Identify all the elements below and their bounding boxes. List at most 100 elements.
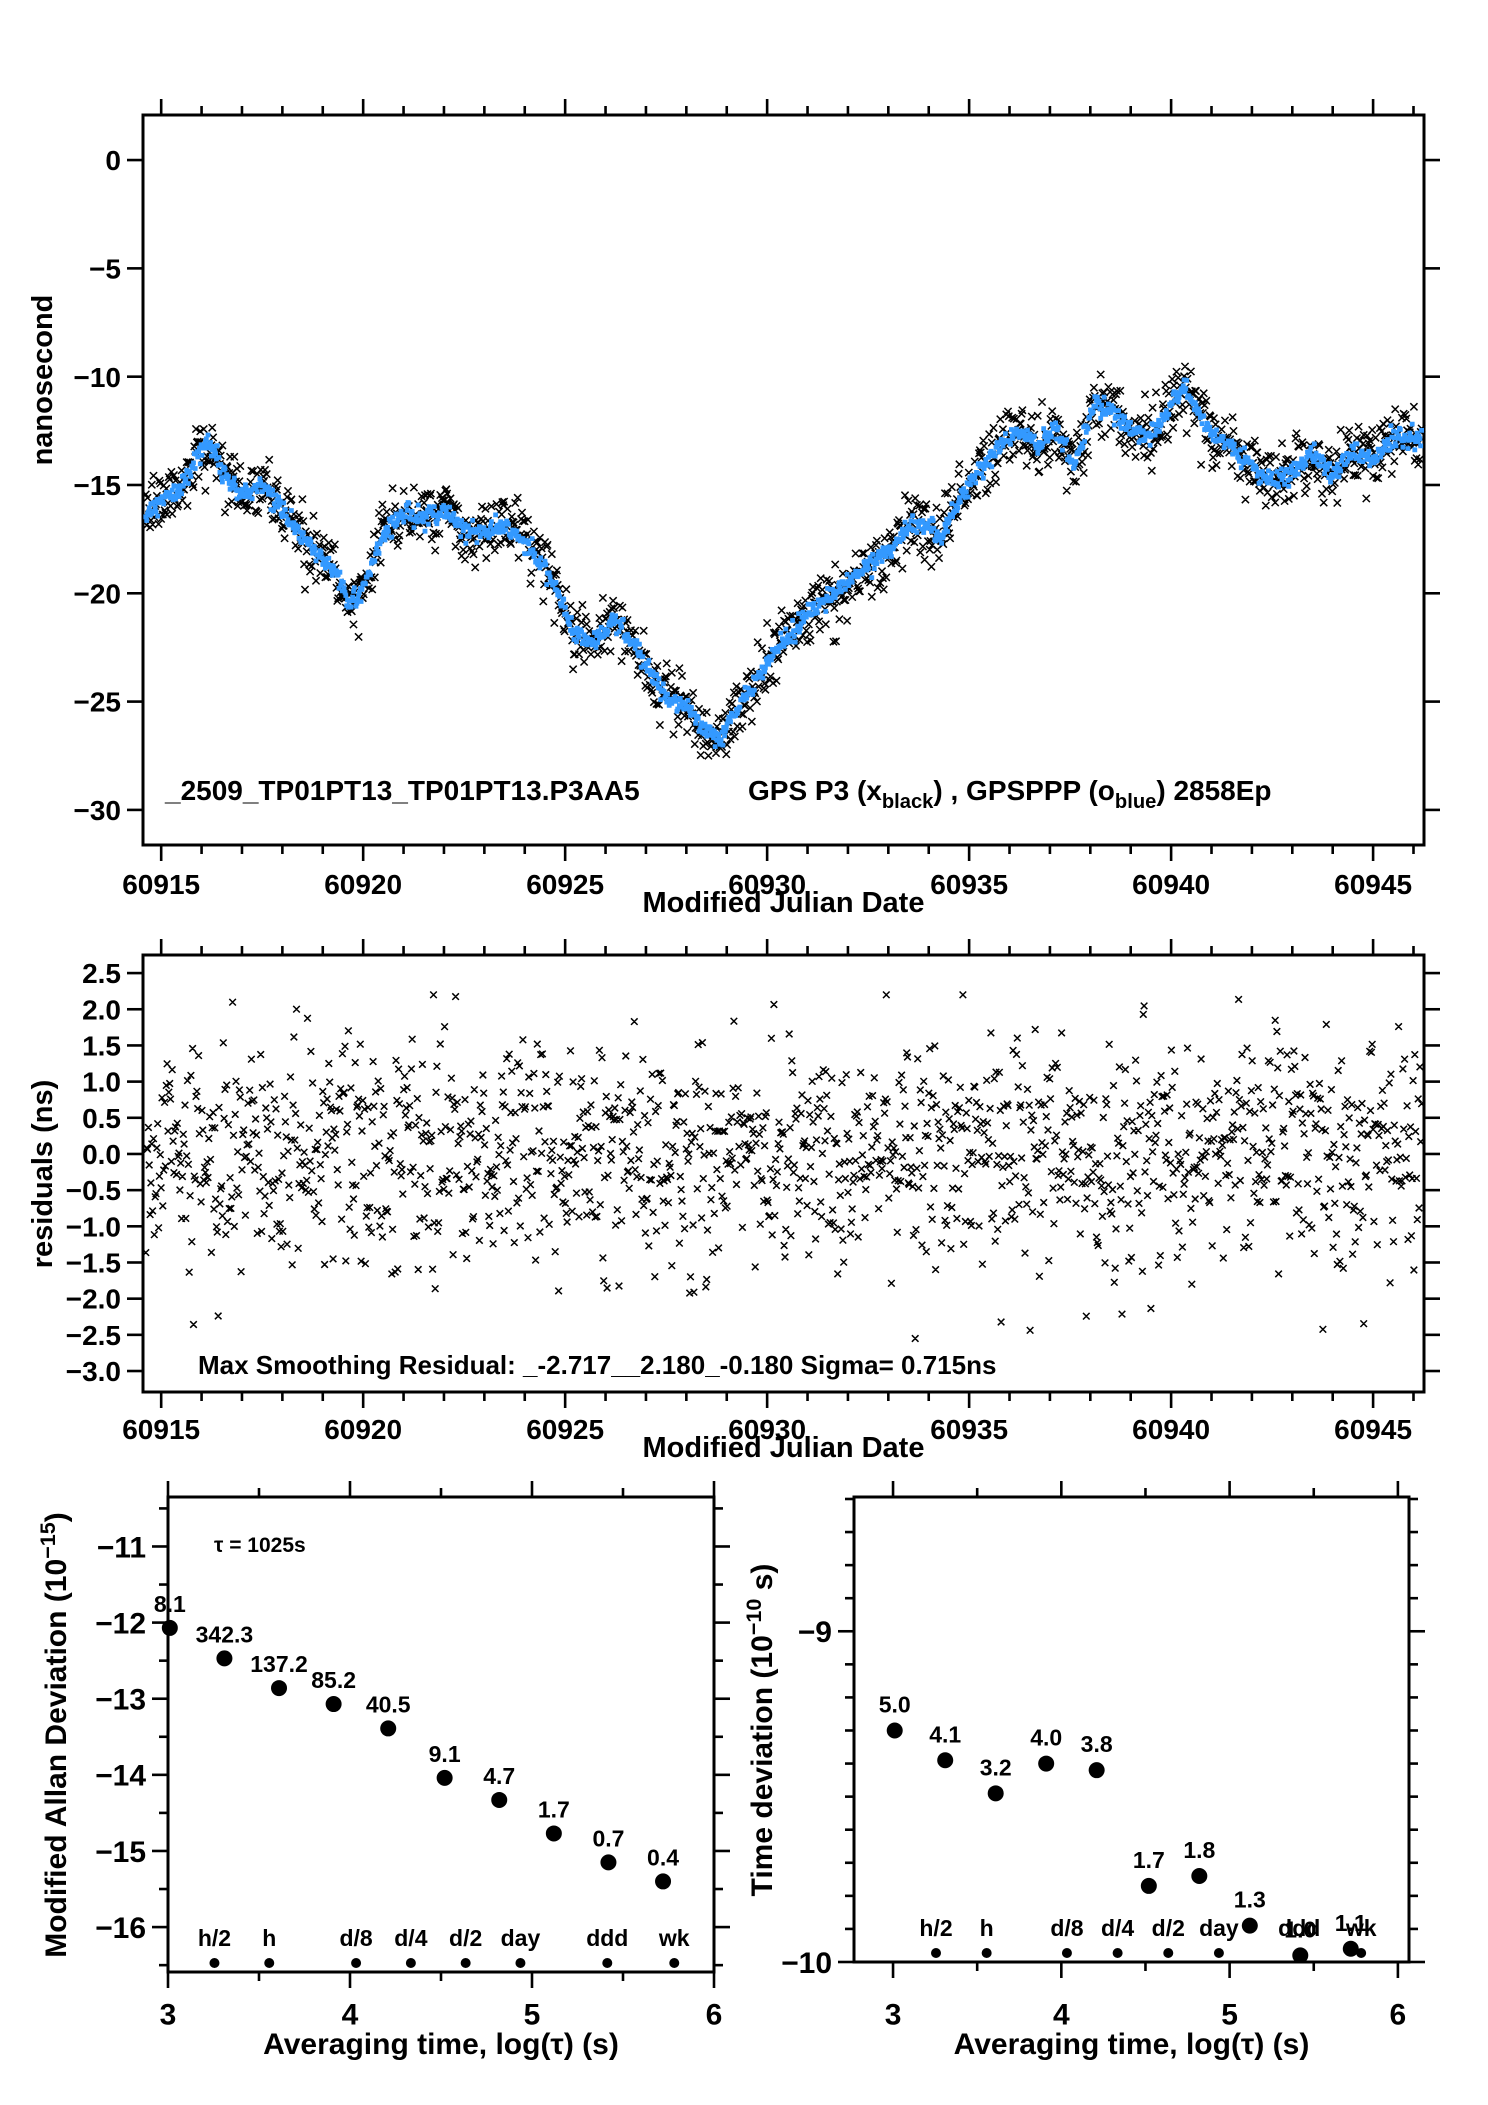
time-marker-dot xyxy=(1356,1948,1367,1958)
tdev-data-point xyxy=(987,1785,1004,1802)
tdev-value-label: 4.1 xyxy=(929,1721,961,1747)
mdev-value-label: 8.1 xyxy=(154,1591,186,1617)
tdev-chart: 3 4 5 6 −9 −10 Averaging time, log(τ) (s) Time … xyxy=(741,1481,1425,2061)
y-tick-label: −1.5 xyxy=(66,1248,121,1279)
time-marker-dot xyxy=(264,1958,275,1968)
time-marker-dot xyxy=(209,1958,220,1968)
mdev-data-point xyxy=(216,1650,233,1667)
y-tick-label: −2.5 xyxy=(66,1320,121,1351)
time-marker-dot xyxy=(1213,1948,1224,1958)
x-tick-label: 60915 xyxy=(122,869,200,900)
tdev-value-label: 1.8 xyxy=(1183,1837,1215,1863)
x-tick-label: 60925 xyxy=(526,869,604,900)
time-marker-dot xyxy=(602,1958,613,1968)
mdev-data-point xyxy=(436,1769,453,1786)
y-tick-label: −10 xyxy=(74,362,122,393)
tdev-data-point xyxy=(937,1752,954,1769)
tdev-data-point xyxy=(1292,1947,1309,1964)
mdev-chart: 3 4 5 6 −11 −12 −13 −14 −15 −16 Averaging time, lo… xyxy=(35,1481,730,2061)
tdev-value-label: 1.0 xyxy=(1284,1916,1316,1942)
time-marker-dot xyxy=(669,1958,680,1968)
tdev-value-label: 1.7 xyxy=(1133,1847,1165,1873)
y-tick-label: −20 xyxy=(74,578,122,609)
y-tick-label: −25 xyxy=(74,687,122,718)
time-marker-label: h xyxy=(980,1915,994,1941)
tdev-data-point xyxy=(1191,1868,1208,1885)
time-marker-label: wk xyxy=(658,1925,690,1951)
y-tick-label: −30 xyxy=(74,795,122,826)
mdev-data-point xyxy=(325,1696,342,1713)
x-tick-label: 60940 xyxy=(1132,1414,1210,1445)
x-tick-label: 3 xyxy=(885,1999,902,2032)
mdev-data-point xyxy=(655,1873,672,1890)
tdev-data-point xyxy=(1342,1940,1359,1957)
x-tick-label: 60915 xyxy=(122,1414,200,1445)
x-tick-label: 6 xyxy=(1390,1999,1407,2032)
time-marker-dot xyxy=(405,1958,416,1968)
x-tick-label: 60920 xyxy=(324,1414,402,1445)
x-tick-label: 60945 xyxy=(1334,869,1412,900)
mdev-value-label: 85.2 xyxy=(311,1667,356,1693)
x-tick-label: 60925 xyxy=(526,1414,604,1445)
y-tick-label: −10 xyxy=(781,1947,832,1980)
x-tick-label: 4 xyxy=(1053,1999,1070,2032)
y-tick-label: 0.0 xyxy=(82,1139,121,1170)
plot-title-id: _2509_TP01PT13_TP01PT13.P3AA5 xyxy=(164,775,640,806)
y-tick-label: −14 xyxy=(95,1760,146,1793)
mdev-value-label: 0.7 xyxy=(592,1825,624,1851)
time-marker-label: d/2 xyxy=(449,1925,482,1951)
y-axis-label: Modified Allan Deviation (10−15) xyxy=(35,1512,73,1958)
y-tick-label: −9 xyxy=(798,1616,832,1649)
time-marker-label: h/2 xyxy=(198,1925,231,1951)
time-marker-label: ddd xyxy=(1278,1915,1320,1941)
time-marker-dot xyxy=(931,1948,942,1958)
mdev-value-label: 4.7 xyxy=(483,1763,515,1789)
y-tick-label: −3.0 xyxy=(66,1356,121,1387)
time-marker-label: day xyxy=(1199,1915,1239,1941)
time-marker-dot xyxy=(1061,1948,1072,1958)
axes-box xyxy=(141,113,1426,847)
tdev-value-label: 3.2 xyxy=(980,1754,1012,1780)
mdev-value-label: 0.4 xyxy=(647,1844,679,1870)
x-tick-label: 60935 xyxy=(930,1414,1008,1445)
time-marker-dot xyxy=(981,1948,992,1958)
y-tick-label: −0.5 xyxy=(66,1175,121,1206)
x-tick-label: 60945 xyxy=(1334,1414,1412,1445)
time-marker-label: day xyxy=(501,1925,541,1951)
time-marker-dot xyxy=(1112,1948,1123,1958)
y-tick-label: 1.5 xyxy=(82,1031,121,1062)
mdev-data-point xyxy=(380,1720,397,1737)
x-axis-label: Modified Julian Date xyxy=(643,887,925,919)
y-tick-label: −12 xyxy=(95,1607,146,1640)
time-marker-dot xyxy=(515,1958,526,1968)
y-tick-label: 2.0 xyxy=(82,994,121,1025)
tdev-value-label: 4.0 xyxy=(1030,1725,1062,1751)
y-tick-label: 1.0 xyxy=(82,1067,121,1098)
y-axis-label: residuals (ns) xyxy=(27,1080,59,1269)
time-marker-label: h xyxy=(262,1925,276,1951)
y-axis-label: Time deviation (10−10 s) xyxy=(741,1564,779,1897)
plot-title-series: GPS P3 (xblack) , GPSPPP (oblue) 2858Ep xyxy=(748,775,1272,813)
mdev-data-point xyxy=(545,1825,562,1842)
time-marker-label: ddd xyxy=(586,1925,628,1951)
mdev-value-label: 40.5 xyxy=(366,1691,411,1717)
y-tick-label: 0.5 xyxy=(82,1103,121,1134)
tdev-data-point xyxy=(1241,1917,1258,1934)
residual-scatter xyxy=(141,990,1426,1343)
tdev-value-label: 3.8 xyxy=(1081,1731,1113,1757)
y-tick-label: 0 xyxy=(105,145,121,176)
y-axis-label: nanosecond xyxy=(27,295,59,466)
x-tick-label: 5 xyxy=(524,1999,541,2032)
x-axis-label: Averaging time, log(τ) (s) xyxy=(954,2028,1310,2061)
y-tick-label: −13 xyxy=(95,1684,146,1717)
mdev-data-point xyxy=(271,1680,288,1697)
y-tick-label: −2.0 xyxy=(66,1284,121,1315)
tdev-data-point xyxy=(1140,1877,1157,1894)
x-tick-label: 5 xyxy=(1221,1999,1238,2032)
mdev-value-label: 1.7 xyxy=(538,1796,570,1822)
y-tick-label: −15 xyxy=(74,470,122,501)
x-tick-label: 60930 xyxy=(728,869,806,900)
x-tick-label: 60920 xyxy=(324,869,402,900)
